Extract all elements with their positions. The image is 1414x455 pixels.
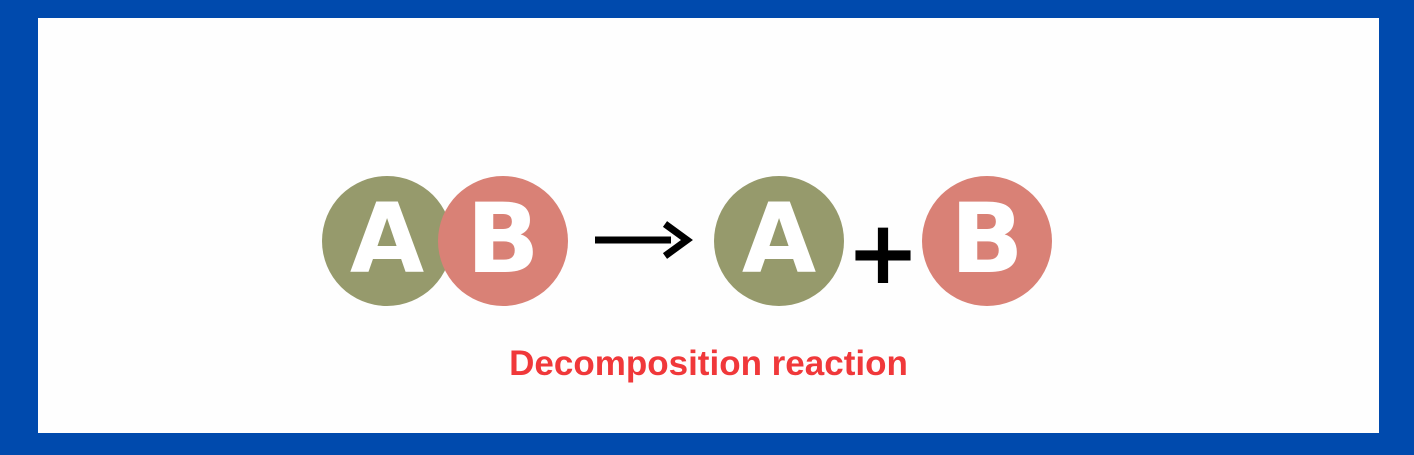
right-arrow-icon — [595, 221, 693, 259]
product-atom-b-label: B — [950, 183, 1024, 295]
plus-sign: + — [846, 201, 920, 304]
product-atom-a-label: A — [741, 183, 817, 295]
reactant-atom-b-label: B — [466, 183, 540, 295]
product-atom-b: B — [922, 176, 1052, 306]
product-atom-a: A — [714, 176, 844, 306]
reactant-atom-b: B — [438, 176, 568, 306]
diagram-caption: Decomposition reaction — [509, 344, 908, 383]
reactant-atom-a: A — [322, 176, 452, 306]
reactant-atom-a-label: A — [349, 183, 425, 295]
diagram-frame: A B A + B Decomposition reaction — [38, 18, 1379, 433]
